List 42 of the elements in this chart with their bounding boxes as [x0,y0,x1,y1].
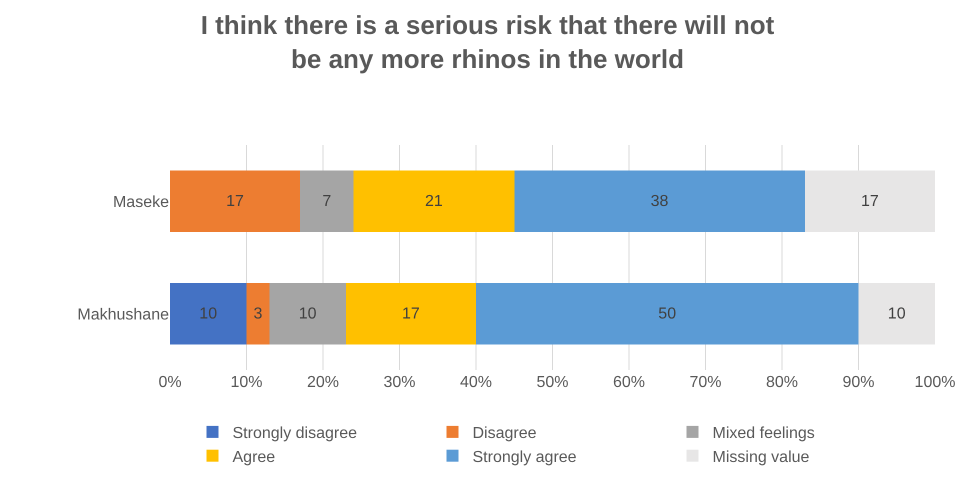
x-tick-label: 60% [612,374,646,391]
x-tick-label: 80% [766,374,798,391]
data-label: 50 [658,305,676,322]
data-label: 17 [226,192,244,210]
legend-label: Disagree [472,425,537,442]
bar [170,170,300,232]
x-tick-label: 50% [536,374,569,391]
x-tick-label: 20% [306,374,340,391]
x-tick-label: 30% [383,374,416,391]
x-tick-label: 40% [460,374,492,391]
bar [300,170,354,232]
y-tick-label: Maseke [112,194,170,211]
data-label: 10 [199,305,218,322]
data-label: 7 [322,192,332,210]
data-label: 10 [298,305,317,322]
bar [514,170,805,232]
x-tick-label: 70% [689,374,722,391]
bar [346,282,476,345]
data-label: 10 [888,305,906,322]
y-tick-label: Makhushane [77,306,170,324]
bar [858,282,935,345]
bar [804,170,935,232]
legend-label: Agree [232,448,276,466]
legend-label: Strongly agree [472,448,577,466]
bar [246,282,270,345]
data-label: 21 [424,192,443,210]
data-label: 17 [861,192,879,210]
bar [269,282,346,345]
bar [476,282,858,345]
legend-label: Strongly disagree [232,425,358,442]
data-label: 17 [402,305,420,322]
x-tick-label: 10% [230,374,263,391]
x-tick-label: 0% [158,374,182,391]
x-tick-label: 100% [914,374,956,391]
x-tick-label: 90% [842,374,875,391]
chart-title: I think there is a serious risk that there will not be any more rhinos in the world [200,10,775,74]
bar [170,282,246,345]
data-label: 3 [253,305,262,322]
legend-label: Missing value [712,448,810,466]
legend-label: Mixed feelings [712,425,815,442]
bar [354,170,514,232]
data-label: 38 [650,192,669,210]
